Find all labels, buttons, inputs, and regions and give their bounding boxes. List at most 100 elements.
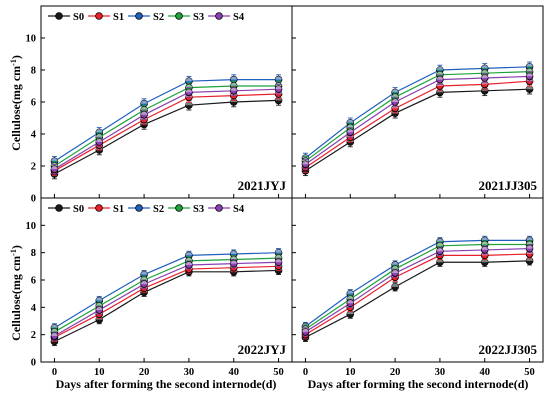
data-point bbox=[140, 280, 148, 288]
data-point-highlight bbox=[230, 260, 238, 264]
data-point-highlight bbox=[346, 124, 354, 128]
data-point bbox=[525, 72, 534, 81]
data-point-highlight bbox=[51, 324, 58, 328]
data-point bbox=[301, 328, 310, 336]
panel-frame bbox=[291, 197, 544, 363]
y-tick-label: 4 bbox=[31, 130, 37, 141]
series-line-S2 bbox=[305, 239, 530, 327]
panels-layer: 0 2 4 6 8 10 2021JYJ S0 S1 S2 S3 S4 2021JJ305 0 2 4 6 8 10… bbox=[26, 5, 544, 378]
legend-marker bbox=[55, 204, 63, 212]
legend-entry-S1: S1 bbox=[88, 204, 124, 215]
data-point-highlight bbox=[436, 238, 444, 242]
data-point-highlight bbox=[230, 82, 238, 86]
data-point-highlight bbox=[275, 254, 282, 259]
data-point-highlight bbox=[230, 256, 238, 260]
y-tick-label: 8 bbox=[31, 248, 36, 259]
y-tick-label: 6 bbox=[31, 276, 36, 287]
data-point-highlight bbox=[436, 247, 444, 252]
data-point-highlight bbox=[526, 85, 533, 90]
panel-label: 2022JYJ bbox=[238, 342, 287, 357]
series-line-S3 bbox=[305, 71, 530, 162]
y-axis-title-bottom: Cellulose(mg cm-1) bbox=[9, 245, 24, 341]
data-point-highlight bbox=[95, 306, 103, 311]
series-S1 bbox=[301, 249, 534, 340]
data-point-highlight bbox=[391, 261, 399, 265]
data-point-highlight bbox=[391, 269, 399, 274]
y-tick-label: 6 bbox=[31, 98, 36, 109]
legend-label: S0 bbox=[73, 204, 84, 215]
series-line-S4 bbox=[54, 261, 279, 337]
data-point bbox=[525, 244, 534, 253]
series-line-S0 bbox=[54, 99, 279, 175]
data-point-highlight bbox=[302, 160, 309, 165]
data-point-highlight bbox=[51, 328, 58, 332]
legend-label: S4 bbox=[233, 12, 245, 23]
labels-layer: Cellulose(mg cm-1) Cellulose(mg cm-1) Da… bbox=[9, 55, 529, 391]
data-point-highlight bbox=[346, 129, 354, 133]
x-tick-label: 50 bbox=[524, 367, 535, 378]
x-tick-label: 50 bbox=[273, 367, 284, 378]
panel-label: 2021JYJ bbox=[238, 178, 287, 193]
panel-label: 2021JJ305 bbox=[479, 178, 538, 193]
data-point-highlight bbox=[526, 73, 533, 77]
legend-marker bbox=[55, 12, 63, 20]
legend-marker bbox=[175, 204, 183, 212]
data-point-highlight bbox=[391, 93, 399, 98]
x-tick-label: 0 bbox=[303, 367, 308, 378]
series-S4 bbox=[50, 257, 283, 341]
series-line-S2 bbox=[54, 252, 279, 329]
data-point bbox=[346, 128, 355, 137]
legend-marker bbox=[175, 12, 183, 20]
data-point-highlight bbox=[51, 165, 58, 170]
data-point-highlight bbox=[391, 89, 399, 93]
x-axis-title-left: Days after forming the second internode(… bbox=[56, 377, 277, 391]
data-point bbox=[229, 87, 238, 95]
data-point-highlight bbox=[185, 101, 193, 106]
data-point-highlight bbox=[346, 299, 354, 304]
panel-2021JJ305: 2021JJ305 bbox=[291, 5, 544, 199]
x-axis-title-right: Days after forming the second internode(… bbox=[308, 377, 529, 391]
data-point bbox=[50, 165, 59, 174]
legend-label: S3 bbox=[193, 12, 204, 23]
data-point-highlight bbox=[230, 250, 238, 255]
series-line-S2 bbox=[305, 66, 530, 159]
data-point-highlight bbox=[95, 302, 103, 306]
data-point-highlight bbox=[526, 63, 533, 67]
panel-2021JYJ: 0 2 4 6 8 10 2021JYJ S0 S1 S2 S3 S4 bbox=[26, 5, 293, 205]
x-tick-label: 30 bbox=[184, 367, 195, 378]
series-line-S3 bbox=[305, 243, 530, 330]
series-S4 bbox=[301, 244, 534, 337]
legend-label: S0 bbox=[73, 12, 84, 23]
data-point-highlight bbox=[436, 242, 444, 246]
series-line-S3 bbox=[54, 85, 279, 167]
data-point-highlight bbox=[185, 251, 193, 256]
data-point-highlight bbox=[391, 283, 399, 287]
x-tick-label: 40 bbox=[228, 367, 239, 378]
data-point-highlight bbox=[481, 236, 489, 241]
legend-entry-S2: S2 bbox=[128, 204, 164, 215]
data-point-highlight bbox=[230, 76, 238, 80]
data-point-highlight bbox=[481, 69, 489, 74]
data-point bbox=[391, 98, 399, 106]
legend-entry-S4: S4 bbox=[208, 204, 245, 215]
data-point-highlight bbox=[526, 245, 533, 249]
data-point bbox=[480, 246, 489, 254]
x-tick-label: 10 bbox=[94, 367, 105, 378]
y-axis-title-top: Cellulose(mg cm-1) bbox=[9, 55, 24, 151]
data-point-highlight bbox=[436, 76, 444, 80]
x-tick-label: 20 bbox=[139, 367, 150, 378]
data-point-highlight bbox=[302, 328, 309, 332]
data-point-highlight bbox=[140, 106, 148, 110]
data-point-highlight bbox=[275, 258, 282, 263]
panel-2022JJ305: 0 10 20 30 40 50 2022JJ305 bbox=[291, 197, 544, 378]
data-point-highlight bbox=[391, 265, 399, 270]
series-S2 bbox=[50, 248, 283, 333]
data-point bbox=[436, 75, 444, 84]
data-point-highlight bbox=[526, 241, 533, 245]
series-S3 bbox=[50, 253, 283, 337]
legend-label: S3 bbox=[193, 204, 204, 215]
y-tick-label: 10 bbox=[26, 221, 37, 232]
data-point bbox=[436, 247, 444, 256]
data-point-highlight bbox=[526, 236, 533, 241]
